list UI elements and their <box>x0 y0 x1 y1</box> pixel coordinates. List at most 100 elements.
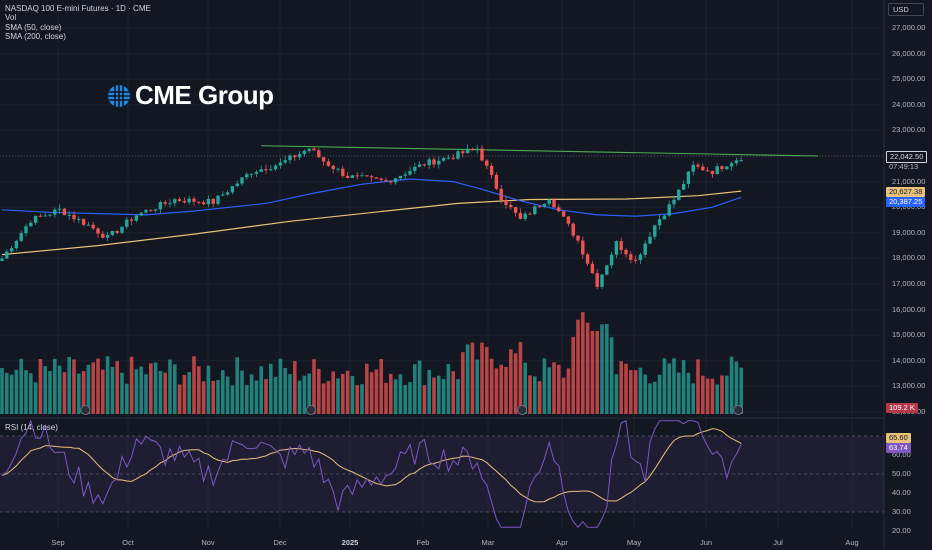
legend-volume[interactable]: Vol <box>5 13 17 23</box>
volume-bar <box>158 370 163 414</box>
volume-bar <box>182 374 187 414</box>
volume-bar <box>720 375 724 414</box>
volume-bar <box>278 358 283 414</box>
volume-bar <box>609 337 614 414</box>
candle-body <box>705 170 710 172</box>
candle-body <box>480 148 484 161</box>
candle-body <box>77 218 81 220</box>
volume-bar <box>533 376 537 414</box>
volume-bar <box>91 362 95 414</box>
volume-bar <box>561 377 566 414</box>
volume-bar <box>38 359 43 414</box>
logo-text: CME Group <box>135 80 274 110</box>
candle-body <box>614 241 619 255</box>
volume-bar <box>81 371 86 414</box>
rsi-legend[interactable]: RSI (14, close) <box>5 423 58 432</box>
volume-bar <box>249 374 254 414</box>
price-tick-label: 26,000.00 <box>892 48 926 58</box>
rsi-path <box>1 419 742 528</box>
currency-button[interactable]: USD <box>888 3 924 16</box>
candle-body <box>91 224 95 229</box>
volume-bar <box>149 363 153 414</box>
volume-bar <box>509 349 513 414</box>
rsi-tag: 65.60 <box>886 433 911 443</box>
volume-bar <box>691 383 695 414</box>
candle-body <box>168 203 172 205</box>
symbol-title[interactable]: NASDAQ 100 E-mini Futures · 1D · CME <box>5 4 151 13</box>
candle-body <box>609 254 614 266</box>
volume-bar <box>168 359 172 414</box>
volume-bar <box>725 375 729 414</box>
candle-body <box>101 233 105 238</box>
volume-bar <box>269 363 273 414</box>
candle-body <box>149 209 153 211</box>
price-tick-label: 14,000.00 <box>892 355 926 365</box>
volume-bar <box>33 382 38 414</box>
candle-body <box>360 175 364 177</box>
price-tick-label: 15,000.00 <box>892 330 926 340</box>
volume-bar <box>595 330 599 414</box>
volume-bar <box>302 375 307 414</box>
price-tick-label: 24,000.00 <box>892 99 926 109</box>
candle-body <box>245 174 249 178</box>
candle-body <box>182 200 187 203</box>
candle-body <box>446 157 451 159</box>
volume-bar <box>312 359 316 414</box>
candle-body <box>67 214 71 216</box>
rsi-bands <box>0 435 884 513</box>
volume-bar <box>153 362 158 414</box>
countdown-tag: 07:49:13 <box>889 162 919 171</box>
volume-bar <box>677 372 681 414</box>
volume-bar <box>53 358 57 414</box>
candle-body <box>283 160 287 163</box>
time-tick-label: Jul <box>773 538 783 547</box>
volume-bar <box>422 385 427 414</box>
volume-bar <box>125 383 129 414</box>
volume-bar <box>240 370 244 414</box>
candle-body <box>273 165 278 170</box>
candles <box>0 144 743 290</box>
volume-bar <box>648 383 652 414</box>
volume-bar <box>456 379 460 414</box>
resistance-trendline <box>261 145 819 157</box>
candle-body <box>57 208 62 210</box>
candle-body <box>264 169 268 171</box>
volume-bar <box>432 377 436 414</box>
candle-body <box>19 233 23 241</box>
volume-bar <box>590 330 595 414</box>
chart-legend: NASDAQ 100 E-mini Futures · 1D · CME Vol… <box>5 4 151 41</box>
volume-bar <box>475 359 479 414</box>
time-tick-label: Apr <box>556 538 568 547</box>
volume-bar <box>489 358 494 414</box>
time-tick-label: Jun <box>699 538 713 547</box>
candle-body <box>192 198 196 202</box>
volume-bar <box>110 366 115 414</box>
volume-bar <box>374 369 379 414</box>
time-tick-label: Nov <box>201 538 215 547</box>
volume-bar <box>201 381 206 414</box>
rsi-ma-tag: 63.74 <box>886 443 911 453</box>
trend-line <box>261 145 819 157</box>
legend-sma50[interactable]: SMA (50, close) <box>5 22 62 32</box>
volume-bar <box>437 375 441 414</box>
volume-bar <box>480 342 484 414</box>
candle-body <box>566 216 571 224</box>
candle-body <box>432 159 436 165</box>
volume-bar <box>667 363 671 414</box>
time-tick-label: May <box>626 538 642 547</box>
candle-body <box>345 175 350 179</box>
candle-body <box>249 173 254 175</box>
volume-bar <box>206 365 211 414</box>
candle-body <box>125 219 129 227</box>
volume-bar <box>441 379 446 414</box>
volume-bar <box>528 375 532 414</box>
sma200-tag: 20,627.38 <box>886 187 926 197</box>
legend-sma200[interactable]: SMA (200, close) <box>5 31 66 41</box>
candle-body <box>696 164 700 167</box>
candle-body <box>350 175 355 179</box>
event-markers <box>80 405 744 415</box>
candle-body <box>326 161 331 166</box>
candle-body <box>321 157 326 162</box>
